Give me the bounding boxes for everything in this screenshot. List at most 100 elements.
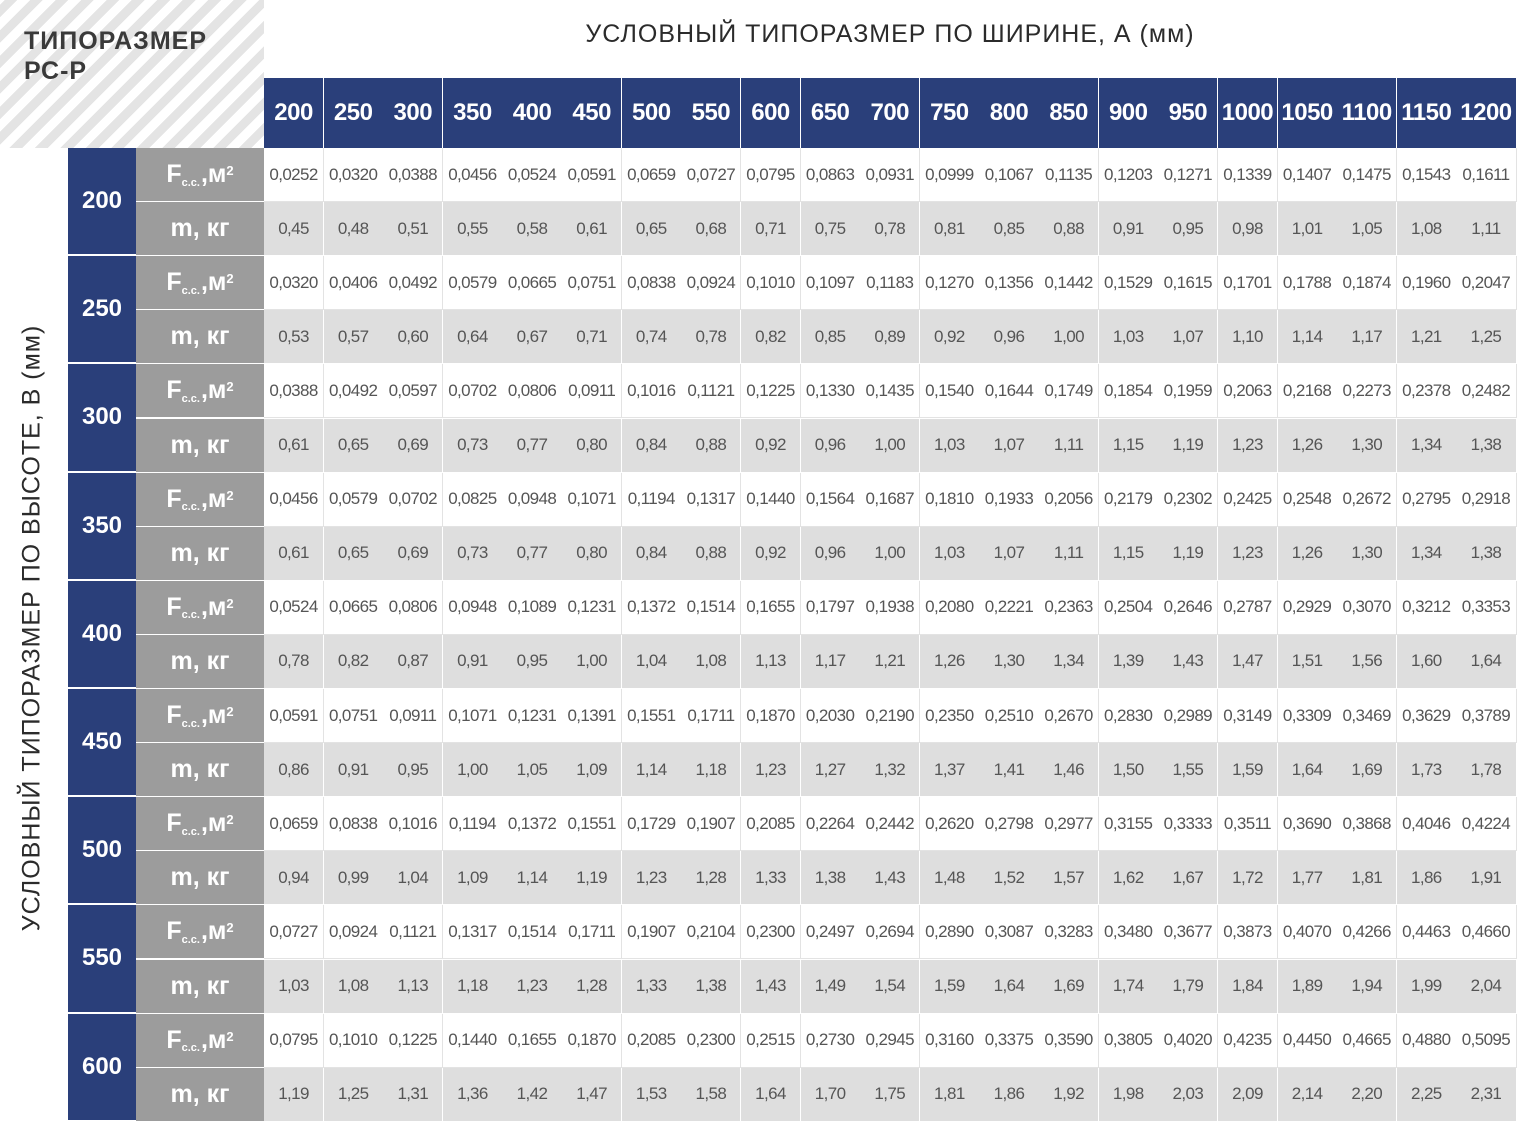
area-label-exp: 2	[226, 1028, 234, 1044]
table-cell: 0,85	[979, 202, 1040, 257]
table-cell: 1,11	[1456, 202, 1517, 257]
table-cell: 0,2730	[800, 1013, 861, 1068]
table-cell: 1,07	[1158, 310, 1219, 365]
table-cell: 0,0911	[562, 364, 623, 419]
table-cell: 0,2787	[1217, 580, 1279, 635]
table-cell: 0,1959	[1158, 364, 1219, 419]
table-cell: 0,86	[264, 743, 325, 798]
area-label-sub: с.с.	[181, 176, 200, 189]
table-cell: 0,0456	[264, 472, 325, 527]
width-header-450: 450	[562, 78, 623, 148]
table-cell: 1,08	[1396, 202, 1457, 257]
height-header-250: 250	[68, 256, 136, 365]
width-header-500: 500	[621, 78, 682, 148]
table-cell: 0,82	[740, 310, 802, 365]
table-cell: 0,1788	[1277, 256, 1338, 311]
table-cell: 0,78	[860, 202, 921, 257]
table-cell: 0,2350	[919, 689, 980, 744]
table-cell: 0,2179	[1098, 472, 1159, 527]
table-cell: 0,0702	[442, 364, 503, 419]
table-cell: 2,14	[1277, 1067, 1338, 1122]
table-cell: 1,33	[621, 959, 682, 1014]
table-cell: 0,2168	[1277, 364, 1338, 419]
table-cell: 1,18	[442, 959, 503, 1014]
table-cell: 1,15	[1098, 526, 1159, 581]
table-cell: 2,25	[1396, 1067, 1457, 1122]
table-cell: 0,1407	[1277, 148, 1338, 203]
table-cell: 0,3283	[1039, 905, 1100, 960]
width-header-650: 650	[800, 78, 861, 148]
table-cell: 0,1551	[562, 797, 623, 852]
width-header-900: 900	[1098, 78, 1159, 148]
width-header-750: 750	[919, 78, 980, 148]
table-cell: 0,3873	[1217, 905, 1279, 960]
table-cell: 0,95	[1158, 202, 1219, 257]
table-cell: 0,1540	[919, 364, 980, 419]
table-cell: 0,0388	[383, 148, 444, 203]
table-cell: 1,91	[1456, 851, 1517, 906]
table-cell: 0,2929	[1277, 580, 1338, 635]
table-cell: 0,0406	[323, 256, 384, 311]
area-label-unit: ,м	[200, 809, 227, 838]
table-cell: 0,0806	[502, 364, 563, 419]
table-cell: 1,26	[1277, 418, 1338, 473]
mass-label: m, кг	[136, 959, 264, 1014]
table-cell: 1,25	[323, 1067, 384, 1122]
table-cell: 0,0999	[919, 148, 980, 203]
table-cell: 0,2646	[1158, 580, 1219, 635]
mass-label: m, кг	[136, 634, 264, 689]
table-cell: 0,1440	[740, 472, 802, 527]
table-cell: 1,81	[919, 1067, 980, 1122]
table-cell: 1,53	[621, 1067, 682, 1122]
table-cell: 0,0591	[264, 689, 325, 744]
area-label-main: F	[166, 160, 182, 189]
table-cell: 0,1071	[442, 689, 503, 744]
table-cell: 0,1960	[1396, 256, 1457, 311]
table-cell: 0,2918	[1456, 472, 1517, 527]
table-cell: 0,2363	[1039, 580, 1100, 635]
table-cell: 0,1615	[1158, 256, 1219, 311]
table-cell: 0,0320	[323, 148, 384, 203]
table-cell: 1,86	[1396, 851, 1457, 906]
table-cell: 1,74	[1098, 959, 1159, 1014]
table-cell: 0,69	[383, 526, 444, 581]
height-header-300: 300	[68, 364, 136, 473]
table-cell: 1,54	[860, 959, 921, 1014]
table-cell: 1,11	[1039, 526, 1100, 581]
table-cell: 1,36	[442, 1067, 503, 1122]
area-label-sub: с.с.	[181, 392, 200, 405]
table-cell: 0,4070	[1277, 905, 1338, 960]
table-cell: 0,80	[562, 418, 623, 473]
table-cell: 1,49	[800, 959, 861, 1014]
table-cell: 1,28	[562, 959, 623, 1014]
mass-label: m, кг	[136, 851, 264, 906]
area-label-unit: ,м	[200, 268, 227, 297]
table-cell: 0,61	[264, 526, 325, 581]
table-cell: 0,1442	[1039, 256, 1100, 311]
table-cell: 1,23	[502, 959, 563, 1014]
table-cell: 0,2273	[1337, 364, 1398, 419]
area-label-sub: с.с.	[181, 501, 200, 514]
table-cell: 0,3333	[1158, 797, 1219, 852]
table-cell: 1,17	[800, 634, 861, 689]
area-label-exp: 2	[226, 379, 234, 395]
table-cell: 1,03	[1098, 310, 1159, 365]
table-cell: 1,27	[800, 743, 861, 798]
table-cell: 0,1121	[383, 905, 444, 960]
table-cell: 0,87	[383, 634, 444, 689]
table-cell: 1,19	[1158, 418, 1219, 473]
table-cell: 0,3480	[1098, 905, 1159, 960]
table-cell: 0,92	[740, 526, 802, 581]
table-cell: 0,2378	[1396, 364, 1457, 419]
table-cell: 0,0795	[264, 1013, 325, 1068]
table-cell: 0,1071	[562, 472, 623, 527]
table-cell: 0,2830	[1098, 689, 1159, 744]
table-cell: 0,1514	[502, 905, 563, 960]
table-cell: 0,4020	[1158, 1013, 1219, 1068]
table-cell: 0,2063	[1217, 364, 1279, 419]
table-cell: 0,2798	[979, 797, 1040, 852]
table-cell: 0,0702	[383, 472, 444, 527]
area-label-sub: с.с.	[181, 933, 200, 946]
